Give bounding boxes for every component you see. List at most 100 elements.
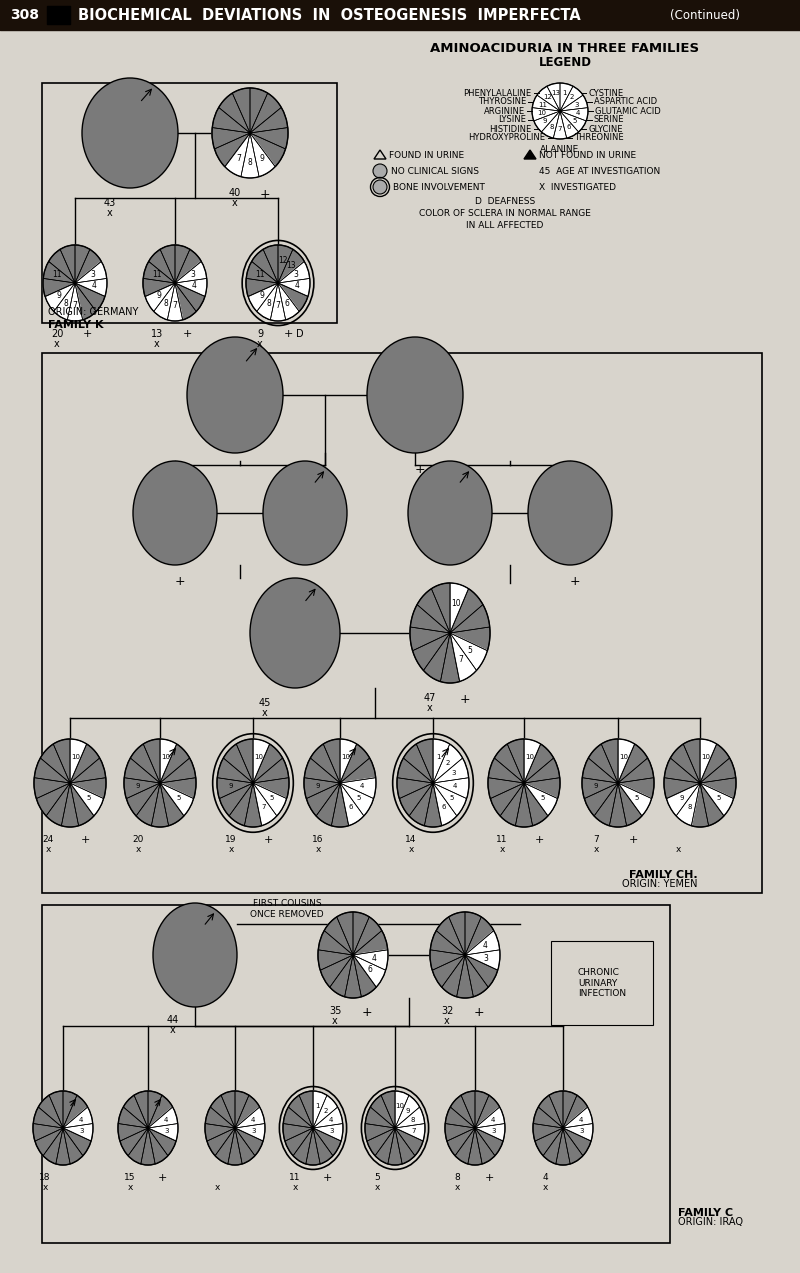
Text: 8: 8 <box>454 1172 460 1183</box>
Text: 16: 16 <box>312 835 324 844</box>
Polygon shape <box>63 1108 93 1128</box>
Polygon shape <box>410 628 450 651</box>
Text: 2: 2 <box>570 94 574 101</box>
Polygon shape <box>700 783 724 826</box>
Polygon shape <box>250 88 268 132</box>
Polygon shape <box>375 1128 395 1164</box>
Ellipse shape <box>528 461 612 565</box>
Text: HISTIDINE: HISTIDINE <box>490 125 531 134</box>
Polygon shape <box>241 132 259 178</box>
Ellipse shape <box>250 578 340 687</box>
Polygon shape <box>54 283 75 320</box>
Polygon shape <box>160 244 175 283</box>
Text: 11: 11 <box>290 1172 301 1183</box>
Text: 44: 44 <box>167 1015 179 1025</box>
Polygon shape <box>313 1091 327 1128</box>
Polygon shape <box>340 783 364 826</box>
Polygon shape <box>433 740 450 783</box>
Text: 11: 11 <box>538 102 547 107</box>
Polygon shape <box>63 1128 83 1164</box>
Polygon shape <box>67 283 82 321</box>
Text: D  DEAFNESS: D DEAFNESS <box>475 196 535 205</box>
Text: x: x <box>54 339 60 349</box>
Polygon shape <box>445 1124 475 1141</box>
Polygon shape <box>323 740 340 783</box>
Polygon shape <box>431 583 450 633</box>
Polygon shape <box>556 1128 570 1165</box>
Text: +: + <box>570 575 580 588</box>
Polygon shape <box>388 1128 402 1165</box>
Polygon shape <box>331 783 349 827</box>
Text: x: x <box>154 339 160 349</box>
Polygon shape <box>563 1128 591 1156</box>
Polygon shape <box>175 250 202 283</box>
Polygon shape <box>433 757 469 783</box>
Polygon shape <box>537 87 560 111</box>
Polygon shape <box>212 127 250 149</box>
Polygon shape <box>594 783 618 826</box>
Text: 35: 35 <box>329 1006 341 1016</box>
Polygon shape <box>75 279 107 297</box>
Text: 8: 8 <box>410 1116 414 1123</box>
Polygon shape <box>395 1128 415 1164</box>
Text: 3: 3 <box>574 102 579 107</box>
Text: 1: 1 <box>562 90 566 97</box>
Polygon shape <box>70 740 86 783</box>
Polygon shape <box>299 1091 313 1128</box>
Polygon shape <box>75 244 90 283</box>
Text: 3: 3 <box>90 270 95 279</box>
Polygon shape <box>250 93 282 132</box>
FancyBboxPatch shape <box>42 83 337 323</box>
Text: 4: 4 <box>490 1116 494 1123</box>
Ellipse shape <box>133 461 217 565</box>
Polygon shape <box>43 261 75 283</box>
Polygon shape <box>330 955 353 997</box>
Polygon shape <box>306 783 340 816</box>
Text: 4: 4 <box>482 941 487 951</box>
Text: 4: 4 <box>163 1116 167 1123</box>
Text: 7: 7 <box>73 302 78 311</box>
Polygon shape <box>450 605 490 633</box>
Polygon shape <box>288 1095 313 1128</box>
Polygon shape <box>250 107 288 132</box>
Ellipse shape <box>153 903 237 1007</box>
Polygon shape <box>533 1124 563 1141</box>
Polygon shape <box>353 955 376 997</box>
Polygon shape <box>75 261 106 283</box>
Polygon shape <box>475 1108 505 1128</box>
Text: x: x <box>454 1183 460 1192</box>
Text: x: x <box>444 1016 450 1026</box>
Text: 10: 10 <box>71 754 80 760</box>
Text: 5: 5 <box>716 796 721 802</box>
Polygon shape <box>397 778 433 798</box>
Polygon shape <box>293 1128 313 1164</box>
Polygon shape <box>306 1128 320 1165</box>
Text: +: + <box>283 328 293 339</box>
Polygon shape <box>143 740 160 783</box>
Polygon shape <box>229 783 253 826</box>
Polygon shape <box>225 132 250 177</box>
Text: 47: 47 <box>424 693 436 703</box>
Polygon shape <box>449 911 465 955</box>
Text: x: x <box>262 708 268 718</box>
Text: 5: 5 <box>176 796 181 802</box>
Text: LEGEND: LEGEND <box>538 56 591 70</box>
Text: 4: 4 <box>542 1172 548 1183</box>
Text: x: x <box>499 845 505 854</box>
Text: x: x <box>170 1025 176 1035</box>
Text: HYDROXYPROLINE: HYDROXYPROLINE <box>469 134 546 143</box>
Text: 7: 7 <box>275 302 281 311</box>
Text: 11: 11 <box>152 270 162 279</box>
Polygon shape <box>143 279 175 297</box>
Text: x: x <box>594 845 598 854</box>
Ellipse shape <box>408 461 492 565</box>
Text: +: + <box>484 1172 494 1183</box>
Text: 14: 14 <box>406 835 417 844</box>
Polygon shape <box>285 1128 313 1156</box>
Text: 4: 4 <box>328 1116 333 1123</box>
Polygon shape <box>33 1124 63 1141</box>
Polygon shape <box>353 950 388 970</box>
Polygon shape <box>670 743 700 783</box>
Text: 20: 20 <box>132 835 144 844</box>
Polygon shape <box>666 783 700 816</box>
